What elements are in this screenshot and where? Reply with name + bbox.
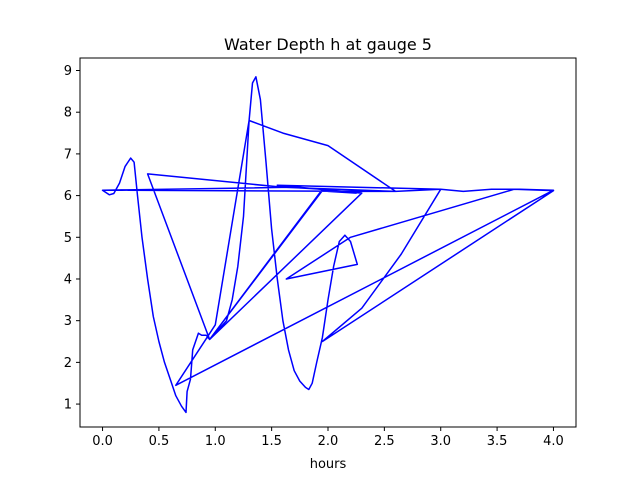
x-tick-label: 2.0 (318, 434, 339, 449)
y-tick-label: 7 (64, 147, 72, 162)
y-tick-label: 6 (64, 189, 72, 204)
y-axis: 1 2 3 4 5 6 7 8 9 (64, 64, 80, 413)
x-tick-label: 3.5 (487, 434, 508, 449)
plot-frame (79, 57, 577, 428)
x-tick-label: 1.0 (205, 434, 226, 449)
x-tick-label: 4.0 (543, 434, 564, 449)
series-line (101, 76, 555, 414)
chart-title: Water Depth h at gauge 5 (224, 35, 432, 54)
x-axis: 0.0 0.5 1.0 1.5 2.0 2.5 3.0 3.5 4.0 (92, 427, 564, 449)
y-tick-label: 1 (64, 398, 72, 413)
x-axis-label: hours (310, 457, 347, 472)
y-tick-label: 2 (64, 356, 72, 371)
x-tick-label: 3.0 (430, 434, 451, 449)
y-tick-label: 4 (64, 272, 72, 287)
x-tick-label: 1.5 (261, 434, 282, 449)
y-tick-label: 8 (64, 106, 72, 121)
y-tick-label: 9 (64, 64, 72, 79)
y-tick-label: 5 (64, 231, 72, 246)
x-tick-label: 2.5 (374, 434, 395, 449)
y-tick-label: 3 (64, 314, 72, 329)
x-tick-label: 0.0 (92, 434, 113, 449)
x-tick-label: 0.5 (149, 434, 170, 449)
plot-area (79, 57, 577, 428)
